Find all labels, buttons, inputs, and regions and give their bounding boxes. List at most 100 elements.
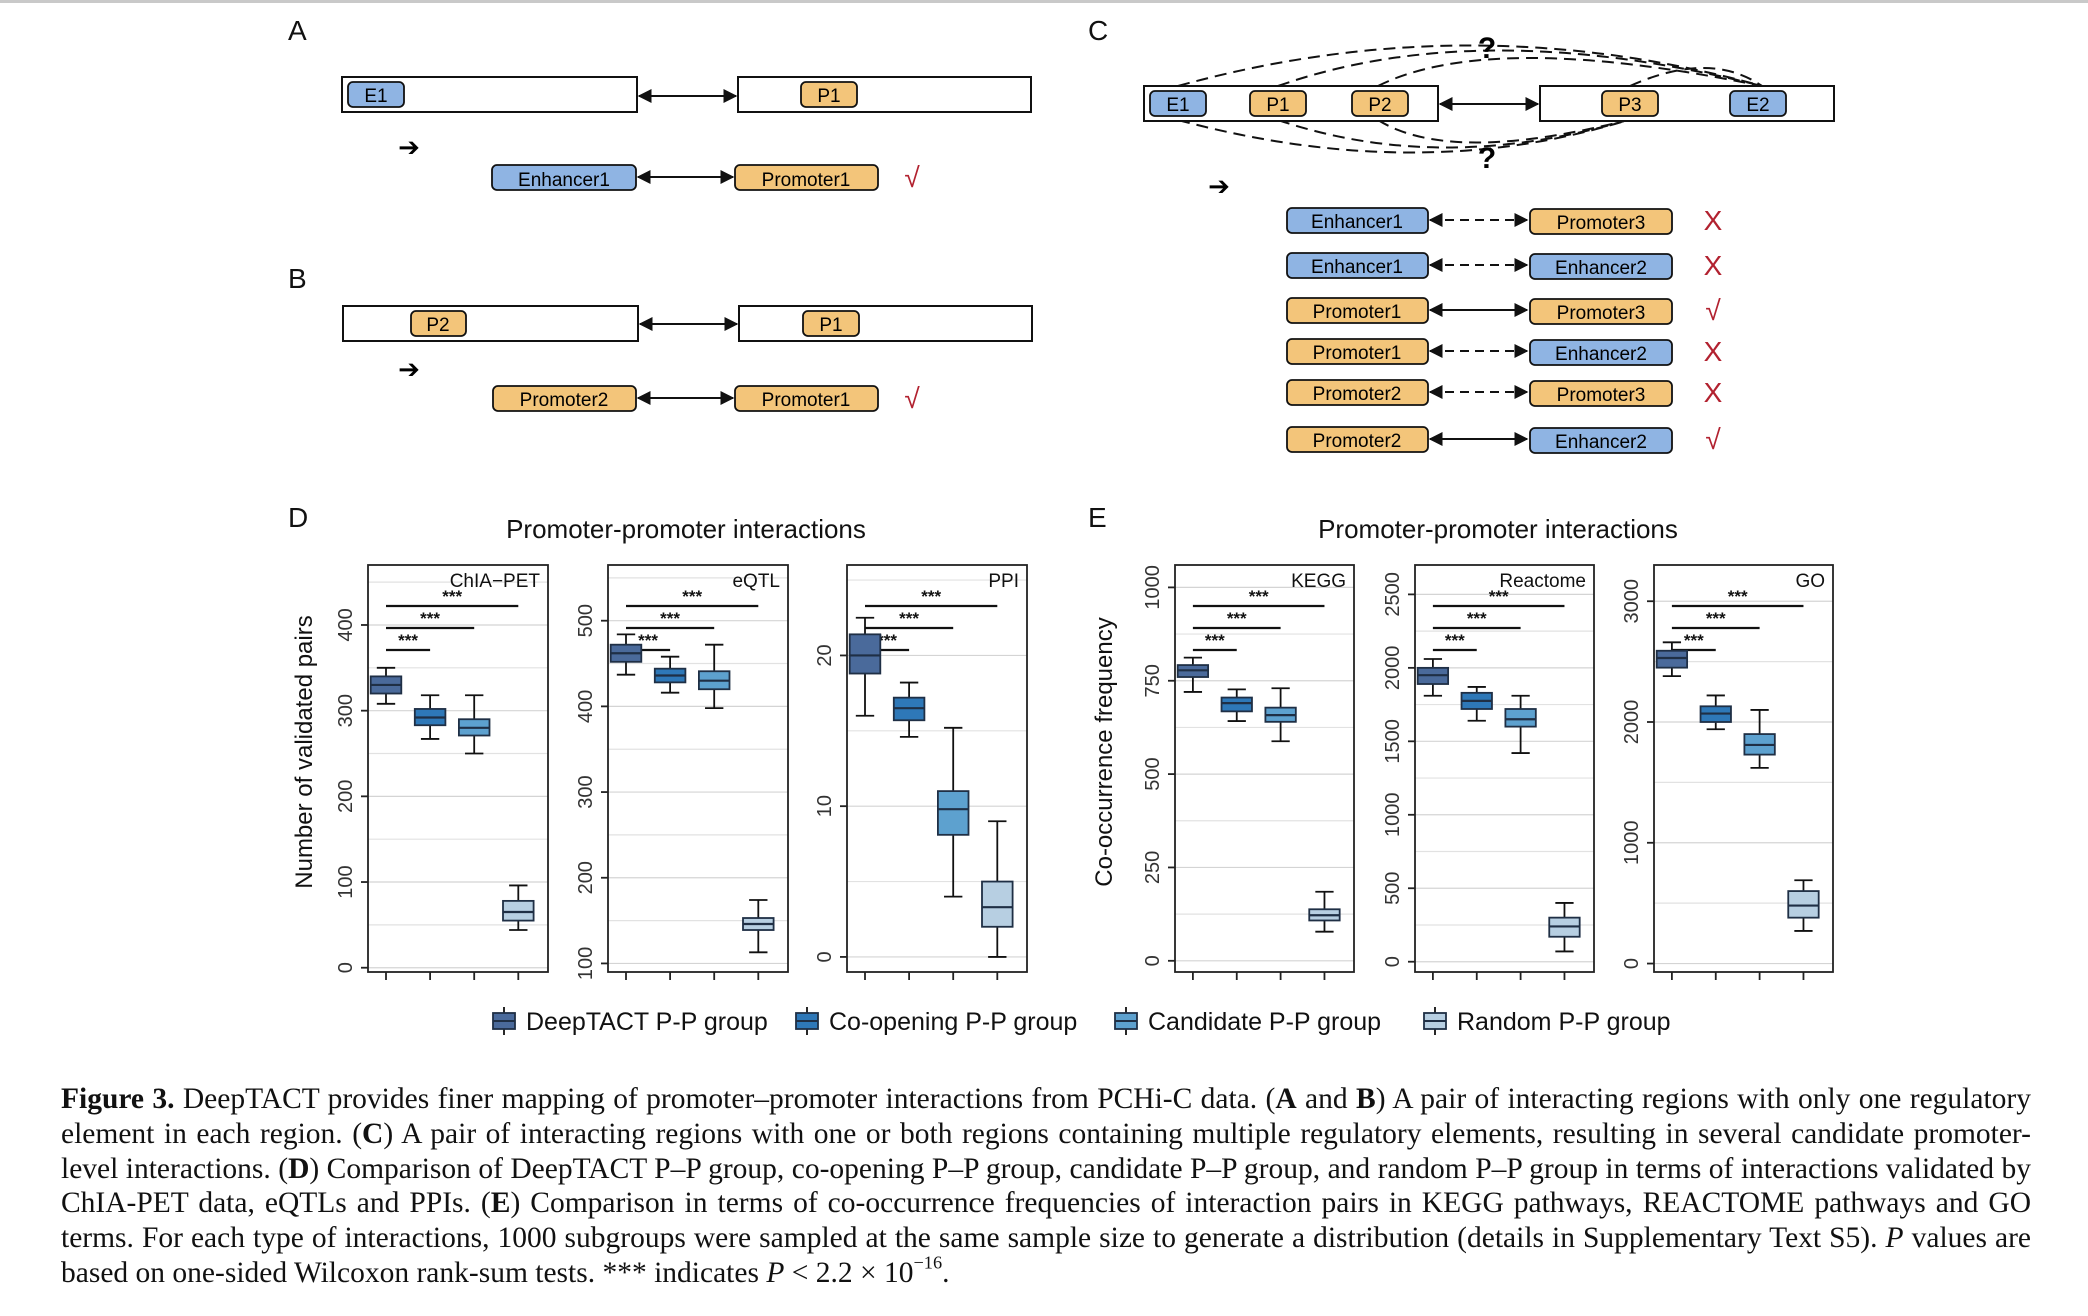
caption-text: values are based on one-sided Wilcoxon r… bbox=[61, 1222, 2032, 1289]
box bbox=[937, 790, 970, 836]
panel-b: P2 P1 ➔ Promoter2 Promoter1 √ bbox=[342, 305, 1033, 414]
pair-left-box bbox=[1286, 297, 1429, 324]
caption-text: . bbox=[942, 1256, 950, 1289]
significance-label: *** bbox=[420, 609, 440, 628]
pair-right-label: Promoter3 bbox=[1557, 385, 1646, 406]
pair-left-label: Enhancer1 bbox=[1311, 212, 1403, 233]
promoter-box bbox=[734, 164, 879, 191]
facet-label: GO bbox=[1795, 571, 1825, 592]
significance-label: *** bbox=[1684, 631, 1704, 650]
y-tick-label: 200 bbox=[575, 861, 597, 894]
caption-text: DeepTACT provides finer mapping of promo… bbox=[174, 1083, 1276, 1115]
significance-label: *** bbox=[638, 631, 658, 650]
caption-italic: P bbox=[1885, 1222, 1904, 1255]
pair-right-box bbox=[1529, 208, 1673, 235]
significance-label: *** bbox=[660, 609, 680, 628]
y-tick-label: 0 bbox=[335, 962, 357, 973]
box bbox=[1504, 708, 1537, 728]
y-tick-label: 1000 bbox=[1382, 793, 1404, 838]
box bbox=[1787, 890, 1820, 919]
caption-italic: P bbox=[766, 1256, 785, 1289]
region-element-p1 bbox=[802, 310, 860, 337]
enhancer-label: Enhancer1 bbox=[518, 170, 610, 191]
facet-label: ChIA−PET bbox=[450, 571, 541, 592]
significance-label: *** bbox=[1445, 631, 1465, 650]
region-element-e1-label: E1 bbox=[364, 86, 387, 107]
pair-left-box bbox=[1286, 338, 1429, 365]
promoter-label: Promoter1 bbox=[762, 170, 851, 191]
box bbox=[1655, 649, 1689, 669]
promoter-label-right: Promoter1 bbox=[762, 390, 851, 411]
significance-label: *** bbox=[398, 631, 418, 650]
caption-bold: B bbox=[1356, 1083, 1376, 1115]
legend-label: Candidate P-P group bbox=[1148, 1008, 1381, 1036]
caption-bold: E bbox=[490, 1187, 511, 1220]
facet-label: KEGG bbox=[1291, 571, 1346, 592]
region-element-p2-label: P2 bbox=[426, 315, 449, 336]
facet-label: Reactome bbox=[1499, 571, 1586, 592]
y-tick-label: 2500 bbox=[1382, 572, 1404, 617]
significance-label: *** bbox=[1205, 631, 1225, 650]
pair-right-label: Enhancer2 bbox=[1555, 258, 1647, 279]
figure-3: A B C D E E1 P1 ➔ Enhancer1 Promoter1 √ … bbox=[288, 15, 1835, 1036]
panel-label-c: C bbox=[1088, 15, 1108, 46]
arrow-icon: ➔ bbox=[1208, 171, 1230, 201]
caption-text: and bbox=[1296, 1083, 1357, 1115]
caption-text: < 2.2 × 10 bbox=[784, 1256, 914, 1289]
y-tick-label: 0 bbox=[1621, 958, 1643, 969]
region-element-p1-label: P1 bbox=[817, 86, 840, 107]
chart-title-e: Promoter-promoter interactions bbox=[1318, 514, 1678, 544]
panel-label-b: B bbox=[288, 263, 307, 294]
pair-right-box bbox=[1529, 427, 1673, 454]
pair-right-label: Enhancer2 bbox=[1555, 344, 1647, 365]
y-tick-label: 100 bbox=[575, 947, 597, 980]
region-element-label: E2 bbox=[1746, 95, 1769, 116]
y-axis-label-e: Co-occurrence frequency bbox=[1091, 617, 1118, 886]
pair-left-box bbox=[1286, 426, 1429, 453]
significance-label: *** bbox=[442, 587, 462, 606]
pair-left-label: Enhancer1 bbox=[1311, 257, 1403, 278]
y-tick-label: 20 bbox=[814, 644, 836, 666]
plot-frame bbox=[846, 564, 1028, 973]
region-element-label: P1 bbox=[1266, 95, 1289, 116]
significance-label: *** bbox=[1728, 587, 1748, 606]
box bbox=[1220, 696, 1253, 713]
promoter-box-left bbox=[492, 385, 637, 412]
pair-left-box bbox=[1286, 252, 1429, 279]
y-tick-label: 250 bbox=[1142, 851, 1164, 884]
y-tick-label: 0 bbox=[814, 951, 836, 962]
significance-label: *** bbox=[1489, 587, 1509, 606]
pair-left-box bbox=[1286, 379, 1429, 406]
legend-label: Random P-P group bbox=[1457, 1008, 1671, 1036]
question-mark-top: ? bbox=[1478, 32, 1496, 65]
plot-frame bbox=[607, 564, 789, 973]
legend: DeepTACT P-P group Co-opening P-P group Ca… bbox=[492, 1007, 1671, 1036]
box bbox=[502, 899, 535, 922]
facet-label: eQTL bbox=[732, 571, 780, 592]
arrow-icon: ➔ bbox=[398, 354, 420, 384]
plot-frame bbox=[1653, 564, 1834, 973]
significance-label: *** bbox=[1227, 609, 1247, 628]
plot-frame bbox=[1174, 564, 1355, 973]
region-element bbox=[1249, 90, 1307, 117]
y-tick-label: 500 bbox=[1142, 757, 1164, 790]
region-element bbox=[1351, 90, 1409, 117]
cross-mark: X bbox=[1704, 336, 1723, 367]
pair-left-label: Promoter1 bbox=[1313, 343, 1402, 364]
significance-label: *** bbox=[1249, 587, 1269, 606]
y-tick-label: 300 bbox=[575, 775, 597, 808]
caption-figure-label: Figure 3. bbox=[61, 1083, 175, 1115]
significance-label: *** bbox=[899, 609, 919, 628]
top-border bbox=[0, 0, 2088, 3]
caption-bold: D bbox=[288, 1152, 310, 1185]
legend-label: Co-opening P-P group bbox=[829, 1008, 1077, 1036]
y-tick-label: 400 bbox=[335, 608, 357, 641]
region-element-p1 bbox=[800, 81, 858, 108]
caption-text: ) A pair of interacting regions with onl… bbox=[61, 1083, 2031, 1150]
box-plots: 0100200300400ChIA−PET*********1002003004… bbox=[335, 564, 1834, 980]
pair-right-label: Promoter3 bbox=[1557, 213, 1646, 234]
y-tick-label: 300 bbox=[335, 694, 357, 727]
